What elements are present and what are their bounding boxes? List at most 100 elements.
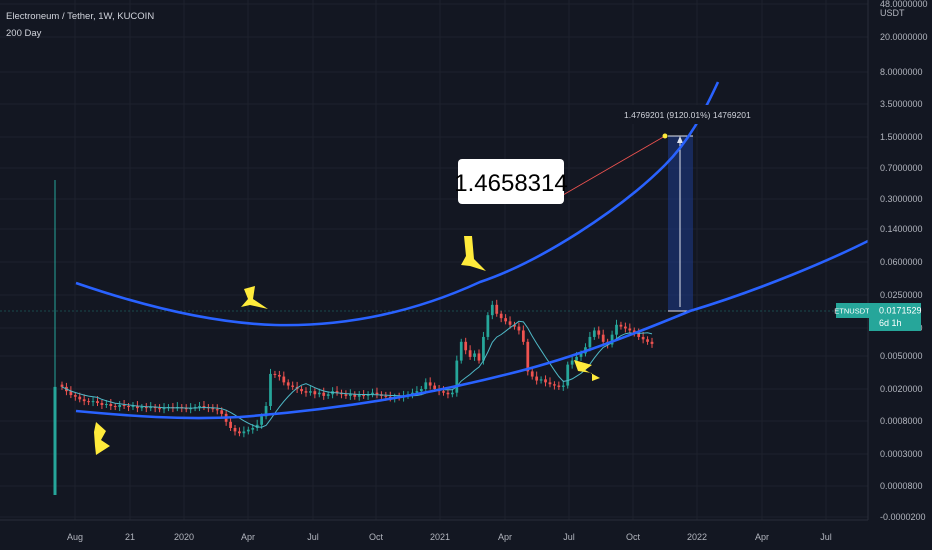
candle-body[interactable] [433,385,437,389]
candle-body[interactable] [473,353,476,357]
candle-body[interactable] [499,313,503,319]
candle-body[interactable] [122,404,126,407]
candle-body[interactable] [127,406,130,408]
candle-body[interactable] [53,386,57,495]
candle-body[interactable] [455,360,459,393]
candle-body[interactable] [96,401,99,404]
candle-body[interactable] [286,382,290,386]
candle-body[interactable] [118,404,122,408]
candle-body[interactable] [619,324,623,327]
candle-body[interactable] [91,401,95,403]
candle-body[interactable] [597,330,601,335]
candle-body[interactable] [646,339,649,342]
candle-body[interactable] [468,350,472,357]
candle-body[interactable] [384,395,388,397]
ma-line[interactable] [61,320,653,428]
candle-body[interactable] [459,341,463,361]
candle-body[interactable] [486,315,490,337]
lower-parabola-curve[interactable] [75,239,869,420]
time-axis[interactable]: Aug 21 2020 Apr Jul Oct 2021 Apr Jul Oct 2022 Apr Ju… [67,532,832,542]
candle-body[interactable] [162,408,166,410]
candle-body[interactable] [246,429,250,432]
candle-body[interactable] [149,407,153,409]
candle-body[interactable] [553,384,556,386]
candle-body[interactable] [229,421,232,428]
candle-body[interactable] [238,431,241,434]
price-axis[interactable]: 48.0000000 20.0000000 8.0000000 3.5000000 1.… [880,0,928,522]
candle-body[interactable] [113,406,117,408]
candle-body[interactable] [495,304,499,314]
candle-body[interactable] [158,408,161,410]
candle-body[interactable] [153,407,157,409]
candle-body[interactable] [82,399,86,402]
candle-body[interactable] [291,385,295,387]
candle-body[interactable] [100,403,104,405]
candle-body[interactable] [282,376,286,383]
candle-body[interactable] [344,394,348,396]
candle-body[interactable] [73,395,77,397]
candle-body[interactable] [601,334,605,342]
candle-body[interactable] [300,388,303,392]
candle-body[interactable] [482,336,485,361]
candle-body[interactable] [477,353,481,361]
candle-body[interactable] [144,407,148,409]
candle-body[interactable] [335,391,339,393]
candle-body[interactable] [650,341,654,344]
candle-body[interactable] [78,396,82,400]
candle-body[interactable] [415,391,419,393]
candle-body[interactable] [198,406,201,408]
candle-body[interactable] [375,392,379,395]
candle-body[interactable] [136,406,139,409]
candle-body[interactable] [526,341,530,372]
candle-body[interactable] [87,401,90,403]
candle-body[interactable] [588,336,592,348]
candle-body[interactable] [353,394,357,397]
candle-body[interactable] [215,409,219,411]
candle-body[interactable] [220,410,224,414]
candle-body[interactable] [371,392,374,395]
candle-body[interactable] [535,376,539,381]
candle-body[interactable] [530,371,534,377]
candle-body[interactable] [570,360,574,365]
candle-body[interactable] [211,408,215,410]
candle-body[interactable] [69,391,73,396]
candle-body[interactable] [304,391,308,393]
candle-body[interactable] [446,392,450,395]
candle-body[interactable] [517,326,521,331]
candle-body[interactable] [260,416,263,425]
candle-body[interactable] [561,385,565,387]
callout-box[interactable] [458,159,564,204]
candle-body[interactable] [184,408,188,410]
price-badge[interactable] [869,303,921,331]
candle-body[interactable] [419,388,423,392]
candle-body[interactable] [264,406,268,417]
candle-body[interactable] [451,392,454,395]
candle-body[interactable] [233,427,237,432]
candle-body[interactable] [442,391,445,393]
candle-body[interactable] [202,406,206,408]
candle-body[interactable] [504,318,507,322]
candle-body[interactable] [548,382,552,385]
candle-body[interactable] [140,407,144,409]
candle-body[interactable] [592,330,596,337]
candle-body[interactable] [557,385,561,387]
candle-body[interactable] [317,392,321,395]
candle-body[interactable] [521,330,525,342]
indicator-label[interactable]: 200 Day [6,28,42,39]
candle-body[interactable] [348,394,352,396]
candle-body[interactable] [362,395,366,397]
target-point[interactable] [662,133,668,139]
candle-body[interactable] [411,392,414,395]
arrow-3-icon[interactable] [94,422,110,455]
candle-body[interactable] [490,304,494,316]
candle-body[interactable] [424,382,428,389]
candle-body[interactable] [624,326,627,329]
candle-body[interactable] [104,404,108,406]
candle-body[interactable] [539,379,543,381]
candle-body[interactable] [109,404,113,407]
candle-body[interactable] [513,324,516,327]
candle-body[interactable] [309,391,312,393]
candle-body[interactable] [628,328,632,331]
candle-body[interactable] [277,374,281,377]
